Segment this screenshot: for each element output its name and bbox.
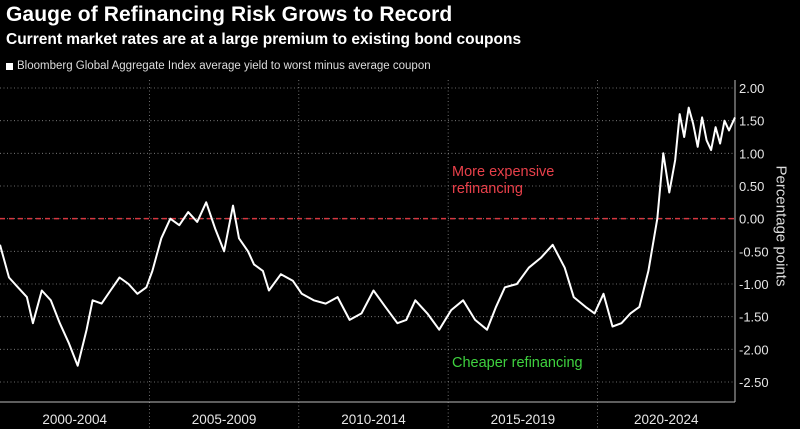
chart-subtitle: Current market rates are at a large prem… [6, 31, 522, 48]
y-tick-label: 2.00 [739, 81, 764, 96]
y-tick-label: -1.50 [739, 310, 769, 325]
annotation-cheaper: Cheaper refinancing [452, 355, 583, 371]
y-tick-label: 0.50 [739, 179, 764, 194]
chart-title: Gauge of Refinancing Risk Grows to Recor… [6, 3, 453, 26]
y-tick-label: 0.00 [739, 212, 764, 227]
x-period-label: 2015-2019 [491, 412, 556, 427]
x-period-label: 2020-2024 [634, 412, 699, 427]
y-tick-label: 1.50 [739, 114, 764, 129]
y-tick-label: -1.00 [739, 277, 769, 292]
y-tick-label: -0.50 [739, 244, 769, 259]
y-tick-label: 1.00 [739, 146, 764, 161]
series-line [0, 106, 736, 367]
x-period-label: 2000-2004 [42, 412, 107, 427]
y-axis-label: Percentage points [772, 165, 790, 287]
legend-label: Bloomberg Global Aggregate Index average… [17, 60, 431, 72]
y-tick-label: -2.00 [739, 342, 769, 357]
annotation-more-expensive: More expensive refinancing [452, 164, 554, 197]
x-period-label: 2010-2014 [341, 412, 406, 427]
x-period-label: 2005-2009 [192, 412, 257, 427]
y-tick-label: -2.50 [739, 375, 769, 390]
legend: Bloomberg Global Aggregate Index average… [6, 60, 431, 72]
legend-swatch [6, 62, 13, 70]
